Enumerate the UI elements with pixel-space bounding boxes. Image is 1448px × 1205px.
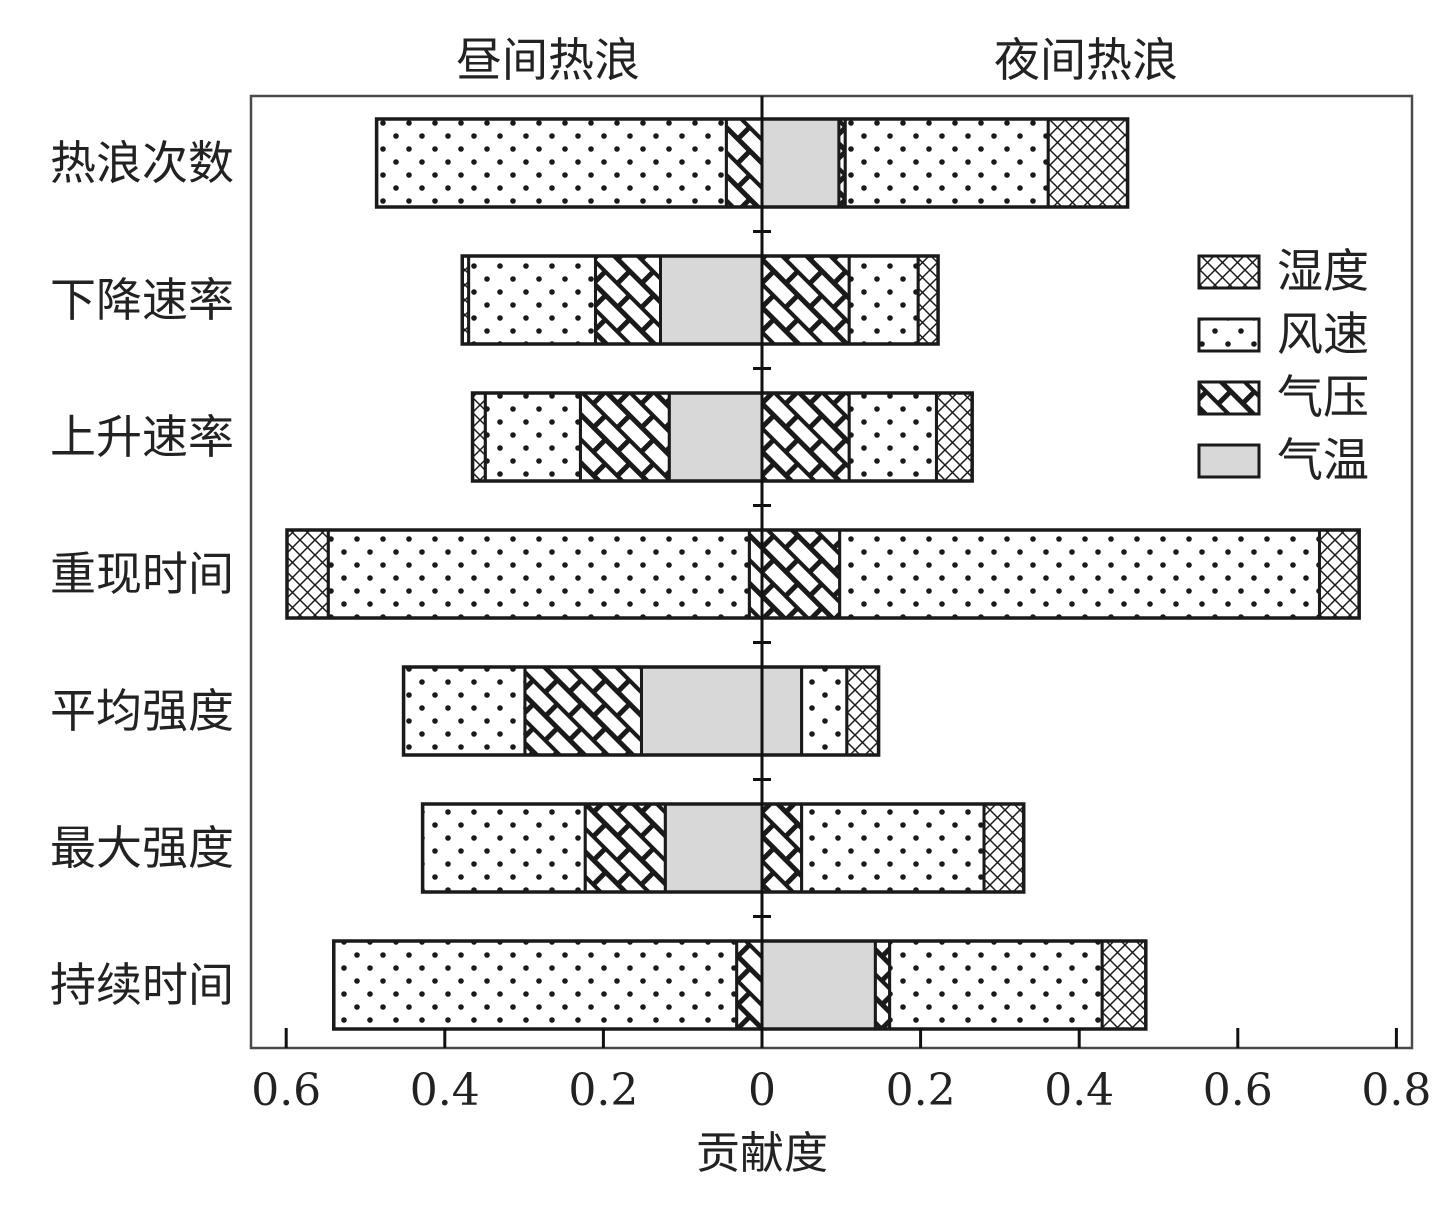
legend-swatch: [1197, 443, 1261, 479]
bar-segment: [658, 254, 764, 346]
bar-segment: [888, 939, 1104, 1031]
x-tick-label: 0.4: [410, 1065, 480, 1116]
bar-segment: [421, 802, 587, 894]
bar-segment: [1317, 528, 1361, 620]
bar-outline: [285, 528, 1361, 620]
bar-segment: [578, 391, 671, 483]
bar-segment: [667, 391, 764, 483]
x-tick-label: 0.6: [251, 1065, 321, 1116]
legend-label: 湿度: [1277, 244, 1369, 298]
bar-segment: [760, 939, 877, 1031]
bar-segment: [663, 802, 764, 894]
bar-segment: [760, 665, 804, 757]
legend-swatch: [1197, 254, 1261, 290]
bar-segment: [845, 665, 881, 757]
bars-layer: [285, 117, 1361, 1031]
category-label: 平均强度: [50, 684, 234, 738]
bar-segment: [724, 117, 764, 209]
x-axis-label: 贡献度: [696, 1128, 828, 1179]
x-tick-label: 0: [748, 1065, 776, 1116]
bar-segment: [916, 254, 940, 346]
bar-segment: [483, 391, 582, 483]
bar-segment: [467, 254, 597, 346]
bar-segment: [523, 665, 643, 757]
bar-segment: [593, 254, 662, 346]
bar-segment: [1100, 939, 1148, 1031]
legend-swatch: [1197, 317, 1261, 353]
bar-outline: [332, 939, 1148, 1031]
bar-segment: [735, 939, 764, 1031]
bar-segment: [847, 254, 920, 346]
bar-segment: [800, 802, 986, 894]
bar-outline: [420, 802, 1026, 894]
bar-segment: [639, 665, 764, 757]
x-tick-label: 0.2: [886, 1065, 956, 1116]
bar-segment: [760, 117, 841, 209]
legend-label: 气压: [1277, 370, 1369, 424]
category-label: 热浪次数: [50, 136, 234, 190]
bar-segment: [332, 939, 739, 1031]
panel-label-night: 夜间热浪: [994, 33, 1178, 87]
bar-segment: [747, 528, 764, 620]
x-axis-ticks: 0.6 0.4 0.2 0 0.2 0.4 0.6 0.8: [251, 1028, 1431, 1116]
bar-segment: [285, 528, 330, 620]
bar-outline: [401, 665, 881, 757]
category-label: 持续时间: [50, 958, 234, 1012]
bar-outline: [374, 117, 1130, 209]
bar-segment: [760, 528, 842, 620]
bar-segment: [838, 528, 1321, 620]
category-label: 下降速率: [50, 273, 234, 327]
plot-frame: [249, 94, 1414, 1050]
bar-outline: [460, 254, 940, 346]
bar-segment: [760, 391, 851, 483]
bar-segment: [847, 391, 938, 483]
category-ticks: [753, 230, 771, 918]
bar-segment: [982, 802, 1026, 894]
bar-segment: [800, 665, 849, 757]
bar-segment: [471, 391, 487, 483]
bar-segment: [760, 802, 804, 894]
bar-segment: [843, 117, 1050, 209]
bar-segment: [760, 254, 851, 346]
legend-swatch: [1197, 380, 1261, 416]
x-tick-label: 0.2: [568, 1065, 638, 1116]
bar-segment: [326, 528, 751, 620]
category-label: 上升速率: [50, 410, 234, 464]
bar-segment: [375, 117, 728, 209]
x-tick-label: 0.4: [1044, 1065, 1114, 1116]
category-label: 最大强度: [50, 821, 234, 875]
category-label: 重现时间: [50, 547, 234, 601]
x-tick-label: 0.8: [1361, 1065, 1431, 1116]
legend-label: 风速: [1277, 307, 1369, 361]
bar-segment: [583, 802, 667, 894]
legend-label: 气温: [1277, 433, 1369, 487]
bar-segment: [873, 939, 892, 1031]
x-tick-label: 0.6: [1203, 1065, 1273, 1116]
bar-outline: [470, 391, 974, 483]
panel-label-day: 昼间热浪: [456, 33, 640, 87]
bar-segment: [934, 391, 974, 483]
bar-segment: [1046, 117, 1130, 209]
bar-segment: [402, 665, 527, 757]
